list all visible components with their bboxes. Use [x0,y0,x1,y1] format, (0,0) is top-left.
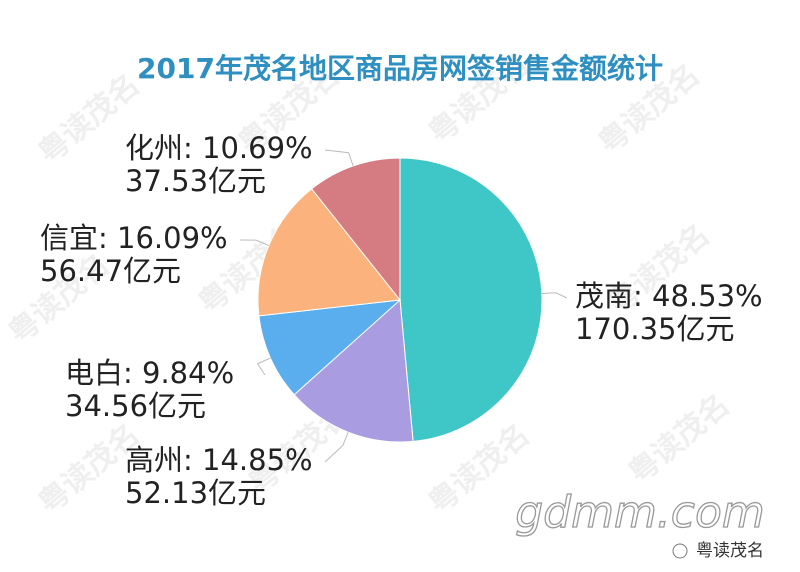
logo-icon [672,543,688,559]
leader-line [239,239,270,246]
label-separator: : [98,221,117,255]
category-name: 茂南 [575,279,633,313]
amount-label: 52.13亿元 [125,476,266,510]
slice-label: 信宜: 16.09% [40,221,228,255]
value-label: 9.84% [142,356,234,390]
label-separator: : [633,279,652,313]
leader-line [324,431,349,463]
value-label: 48.53% [652,279,763,313]
amount-label: 56.47亿元 [40,254,181,288]
value-label: 16.09% [117,221,228,255]
category-name: 高州 [125,443,183,477]
leader-line [256,357,271,376]
slice-label: 电白: 9.84% [65,356,234,390]
amount-label: 37.53亿元 [125,164,266,198]
category-name: 信宜 [40,221,98,255]
leader-line [324,149,354,167]
slice-label: 化州: 10.69% [125,131,313,165]
pie-slice [258,299,402,396]
site-watermark: gdmm.com [515,487,765,538]
slice-label: 高州: 14.85% [125,443,313,477]
slice-label: 茂南: 48.53% [575,279,763,313]
amount-label: 34.56亿元 [65,389,206,423]
label-separator: : [183,131,202,165]
label-separator: : [183,443,202,477]
leader-line [541,292,568,299]
account-name: 粤读茂名 [696,541,764,561]
category-name: 电白 [65,356,123,390]
value-label: 14.85% [202,443,313,477]
label-separator: : [123,356,142,390]
pie-slice [257,188,401,317]
chart-title: 2017年茂名地区商品房网签销售金额统计 [137,52,663,85]
category-name: 化州 [125,131,183,165]
pie-slice [310,157,401,302]
value-label: 10.69% [202,131,313,165]
pie [257,157,543,443]
amount-label: 170.35亿元 [575,312,734,346]
